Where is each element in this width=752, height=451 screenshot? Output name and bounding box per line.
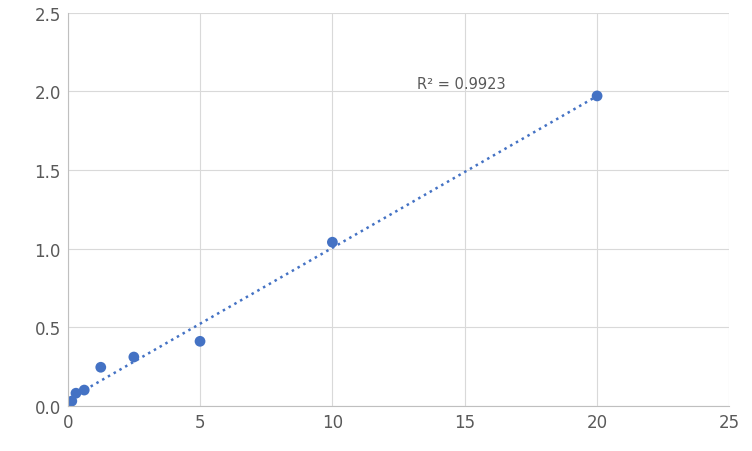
Point <box>326 239 338 246</box>
Text: R² = 0.9923: R² = 0.9923 <box>417 77 505 92</box>
Point <box>65 398 77 405</box>
Point <box>78 387 90 394</box>
Point <box>194 338 206 345</box>
Point <box>95 364 107 371</box>
Point <box>70 390 82 397</box>
Point <box>62 401 74 408</box>
Point <box>591 93 603 100</box>
Point <box>128 354 140 361</box>
